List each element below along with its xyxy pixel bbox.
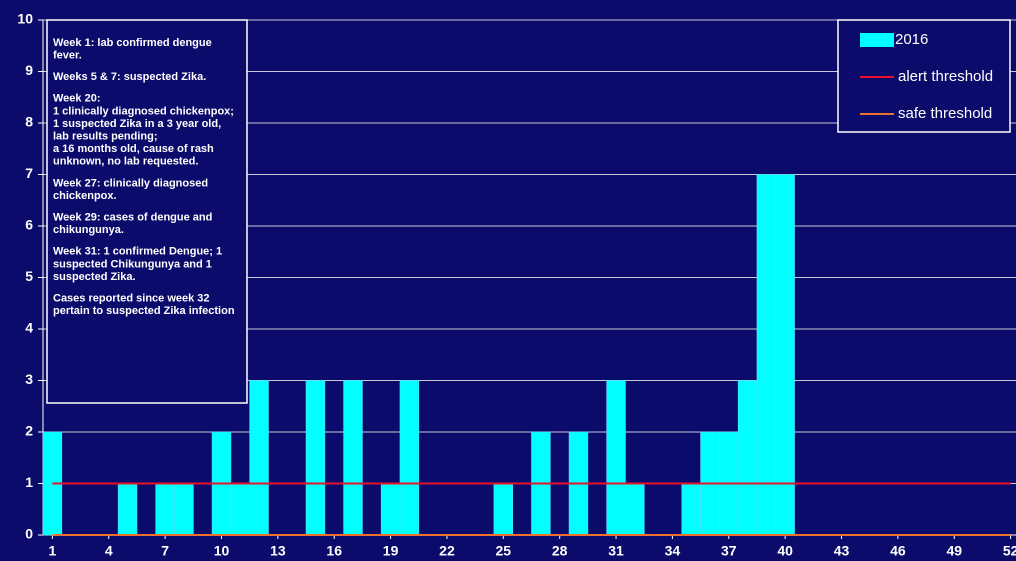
x-tick-label: 49 [946, 543, 962, 559]
annotation-box [46, 19, 248, 404]
legend-label: alert threshold [898, 68, 993, 85]
annotation-text: lab results pending; [53, 131, 158, 143]
annotation-text: a 16 months old, cause of rash [53, 143, 214, 155]
annotation-text: fever. [53, 50, 82, 62]
bar [155, 483, 175, 536]
annotation-text: Week 29: cases of dengue and [53, 212, 212, 224]
annotation-text: chickenpox. [53, 190, 117, 202]
y-tick-label: 4 [25, 320, 33, 336]
y-tick-label: 1 [25, 474, 33, 490]
x-tick-label: 22 [439, 543, 455, 559]
legend-label: 2016 [895, 31, 928, 48]
x-tick-label: 7 [161, 543, 169, 559]
bar [493, 483, 514, 536]
x-tick-label: 1 [48, 543, 56, 559]
annotation-text: Weeks 5 & 7: suspected Zika. [53, 71, 206, 83]
y-tick-label: 3 [25, 371, 33, 387]
bar [606, 380, 626, 536]
bar [775, 174, 795, 536]
x-tick-label: 4 [105, 543, 113, 559]
x-tick-label: 46 [890, 543, 906, 559]
x-tick-label: 31 [608, 543, 624, 559]
x-tick-label: 52 [1003, 543, 1016, 559]
x-tick-label: 10 [214, 543, 230, 559]
x-tick-label: 25 [496, 543, 512, 559]
bar [681, 483, 701, 536]
bar [399, 380, 420, 536]
bar [380, 483, 401, 536]
annotation-text: Week 20: [53, 93, 101, 105]
bar [343, 380, 363, 536]
bar [249, 380, 269, 536]
x-tick-label: 28 [552, 543, 568, 559]
y-tick-label: 8 [25, 114, 33, 130]
annotation-text: suspected Chikungunya and 1 [53, 258, 212, 270]
y-tick-label: 5 [25, 268, 33, 284]
annotation-text: chikungunya. [53, 224, 124, 236]
annotation-text: pertain to suspected Zika infection [53, 305, 235, 317]
y-tick-label: 9 [25, 62, 33, 78]
bar [625, 483, 645, 536]
bar [230, 483, 250, 536]
bar [305, 380, 326, 536]
annotation-text: 1 clinically diagnosed chickenpox; [53, 105, 234, 117]
x-tick-label: 19 [383, 543, 399, 559]
x-tick-label: 34 [665, 543, 681, 559]
annotation-text: 1 suspected Zika in a 3 year old, [53, 118, 221, 130]
annotation-text: Week 31: 1 confirmed Dengue; 1 [53, 246, 222, 258]
legend-label: safe threshold [898, 105, 992, 122]
x-tick-label: 13 [270, 543, 286, 559]
annotation-text: Cases reported since week 32 [53, 293, 210, 305]
bar [737, 380, 758, 536]
x-tick-label: 16 [326, 543, 342, 559]
y-tick-label: 7 [25, 165, 33, 181]
y-tick-label: 0 [25, 526, 33, 542]
y-tick-label: 6 [25, 217, 33, 233]
y-tick-label: 10 [17, 11, 33, 27]
legend-swatch [860, 33, 894, 47]
bar [174, 483, 194, 536]
y-tick-label: 2 [25, 423, 33, 439]
annotation-text: Week 1: lab confirmed dengue [53, 37, 212, 49]
bar [117, 483, 138, 536]
annotation-text: unknown, no lab requested. [53, 156, 198, 168]
x-tick-label: 40 [777, 543, 793, 559]
annotation-text: Week 27: clinically diagnosed [53, 177, 208, 189]
x-tick-label: 37 [721, 543, 737, 559]
bar [756, 174, 777, 536]
annotation-text: suspected Zika. [53, 271, 136, 283]
x-tick-label: 43 [834, 543, 850, 559]
